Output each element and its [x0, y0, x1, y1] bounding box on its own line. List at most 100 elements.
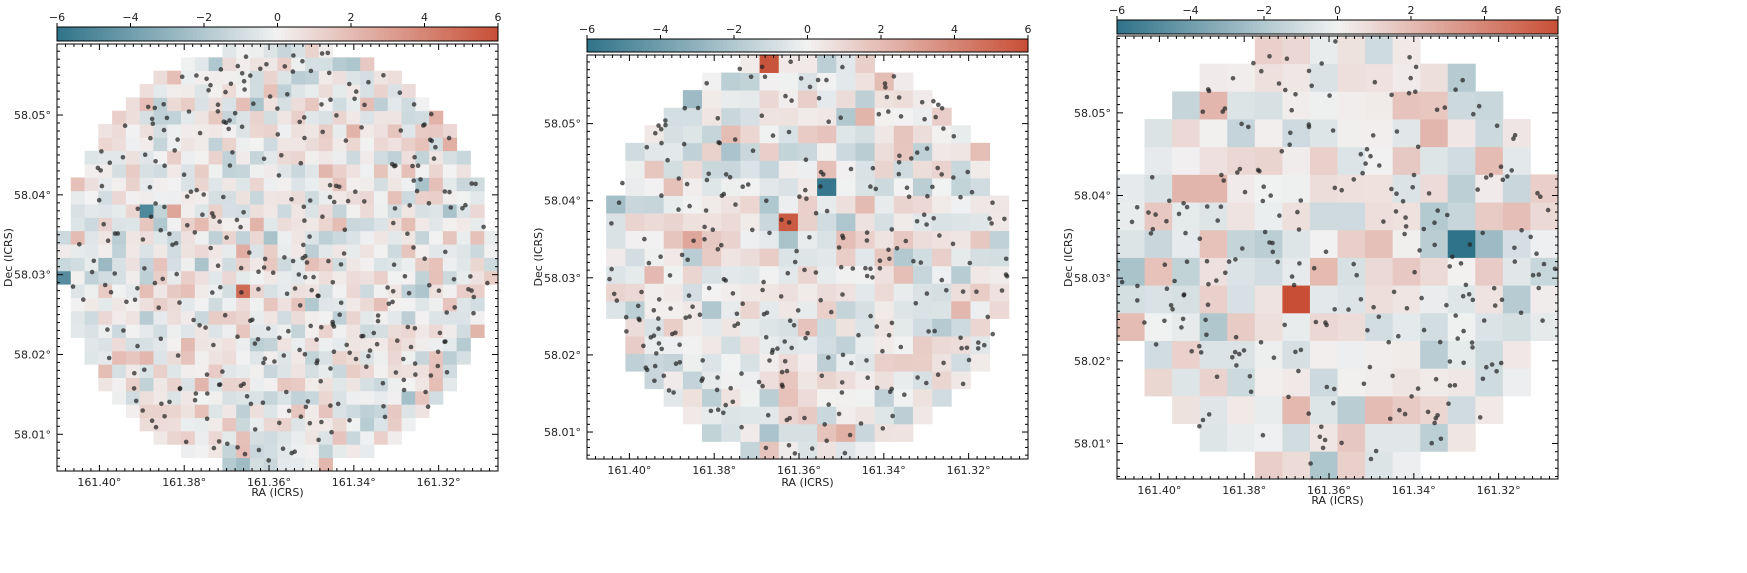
colorbar-segment	[1535, 20, 1541, 34]
colorbar-tick-label: −6	[49, 11, 65, 24]
source-point	[401, 377, 407, 383]
heatmap-bin	[759, 300, 780, 319]
source-point	[1153, 342, 1159, 347]
heatmap-bin	[249, 270, 265, 285]
source-point	[748, 74, 754, 80]
source-point	[1438, 436, 1444, 442]
heatmap-bin	[874, 423, 895, 442]
colorbar-segment	[270, 27, 275, 41]
heatmap-bin	[346, 337, 361, 352]
heatmap-bin	[222, 270, 237, 285]
source-point	[343, 138, 349, 143]
colorbar-segment	[906, 39, 911, 52]
heatmap-bin	[318, 457, 334, 472]
heatmap-bin	[249, 404, 265, 419]
heatmap-bin	[263, 84, 278, 98]
source-point	[319, 419, 324, 425]
source-point	[659, 346, 664, 352]
source-point	[261, 360, 266, 366]
source-point	[256, 269, 261, 275]
heatmap-bin	[125, 230, 141, 245]
heatmap-bin	[153, 284, 168, 298]
x-tick-label: 161.32°	[1477, 484, 1521, 497]
source-point	[162, 163, 167, 168]
colorbar-segment	[1539, 20, 1544, 34]
heatmap-bin	[1502, 312, 1531, 341]
source-point	[230, 150, 235, 155]
heatmap-bin	[387, 377, 402, 392]
heatmap-bin	[291, 430, 306, 445]
heatmap-bin	[778, 283, 799, 302]
heatmap-bin	[442, 364, 458, 378]
source-point	[670, 331, 675, 337]
source-point	[868, 184, 873, 189]
heatmap-bin	[263, 57, 278, 72]
heatmap-bin	[263, 270, 278, 285]
source-point	[902, 392, 907, 398]
source-point	[1223, 270, 1228, 276]
source-point	[1447, 264, 1452, 269]
heatmap-bin	[1392, 395, 1421, 425]
heatmap-bin	[167, 177, 182, 192]
heatmap-bin	[222, 97, 237, 112]
heatmap-bin	[57, 230, 72, 245]
source-point	[1262, 229, 1268, 235]
source-point	[847, 432, 853, 438]
source-point	[739, 371, 744, 376]
source-point	[763, 445, 769, 451]
heatmap-bin	[1282, 423, 1311, 452]
heatmap-bin	[222, 377, 237, 392]
source-point	[1511, 136, 1516, 141]
heatmap-bin	[951, 248, 971, 267]
colorbar-segment	[1212, 20, 1217, 34]
source-point	[803, 335, 808, 341]
heatmap-bin	[1227, 202, 1256, 231]
heatmap-bin	[360, 337, 375, 352]
source-point	[761, 279, 766, 285]
heatmap-bin	[98, 124, 113, 138]
source-point	[316, 293, 321, 299]
colorbar-segment	[494, 27, 499, 41]
heatmap-bin	[332, 244, 347, 258]
heatmap-bin	[625, 318, 645, 337]
heatmap-bin	[222, 297, 237, 312]
heatmap-bin	[817, 371, 837, 390]
source-point	[1284, 56, 1290, 61]
heatmap-bin	[194, 217, 209, 232]
source-point	[1198, 350, 1204, 355]
source-point	[1319, 424, 1324, 430]
heatmap-bin	[740, 441, 760, 460]
heatmap-bin	[387, 150, 402, 165]
heatmap-bin	[625, 248, 645, 267]
heatmap-bin	[702, 265, 722, 284]
source-point	[221, 194, 226, 200]
source-point	[360, 333, 366, 339]
heatmap-bin	[1309, 229, 1338, 258]
heatmap-bin	[970, 160, 991, 179]
heatmap-bin	[1447, 395, 1476, 425]
colorbar-segment	[479, 27, 484, 41]
source-point	[334, 113, 339, 118]
source-point	[1406, 90, 1412, 96]
source-point	[112, 231, 118, 236]
heatmap-bin	[373, 150, 389, 165]
heatmap-bin	[401, 417, 416, 432]
heatmap-bin	[1337, 63, 1366, 92]
colorbar-segment	[347, 27, 352, 41]
heatmap-bin	[249, 84, 265, 98]
heatmap-bin	[181, 57, 196, 72]
heatmap-bin	[277, 364, 292, 378]
heatmap-bin	[112, 377, 127, 392]
heatmap-bin	[318, 110, 334, 125]
colorbar-segment	[435, 27, 440, 41]
source-point	[228, 81, 234, 87]
heatmap-bin	[112, 137, 127, 152]
source-point	[826, 355, 831, 360]
heatmap-bin	[249, 217, 265, 232]
heatmap-bin	[346, 377, 361, 392]
heatmap-bin	[222, 230, 237, 245]
source-point	[422, 122, 427, 127]
heatmap-bin	[139, 270, 154, 285]
source-point	[697, 312, 703, 318]
heatmap-bin	[932, 213, 952, 232]
